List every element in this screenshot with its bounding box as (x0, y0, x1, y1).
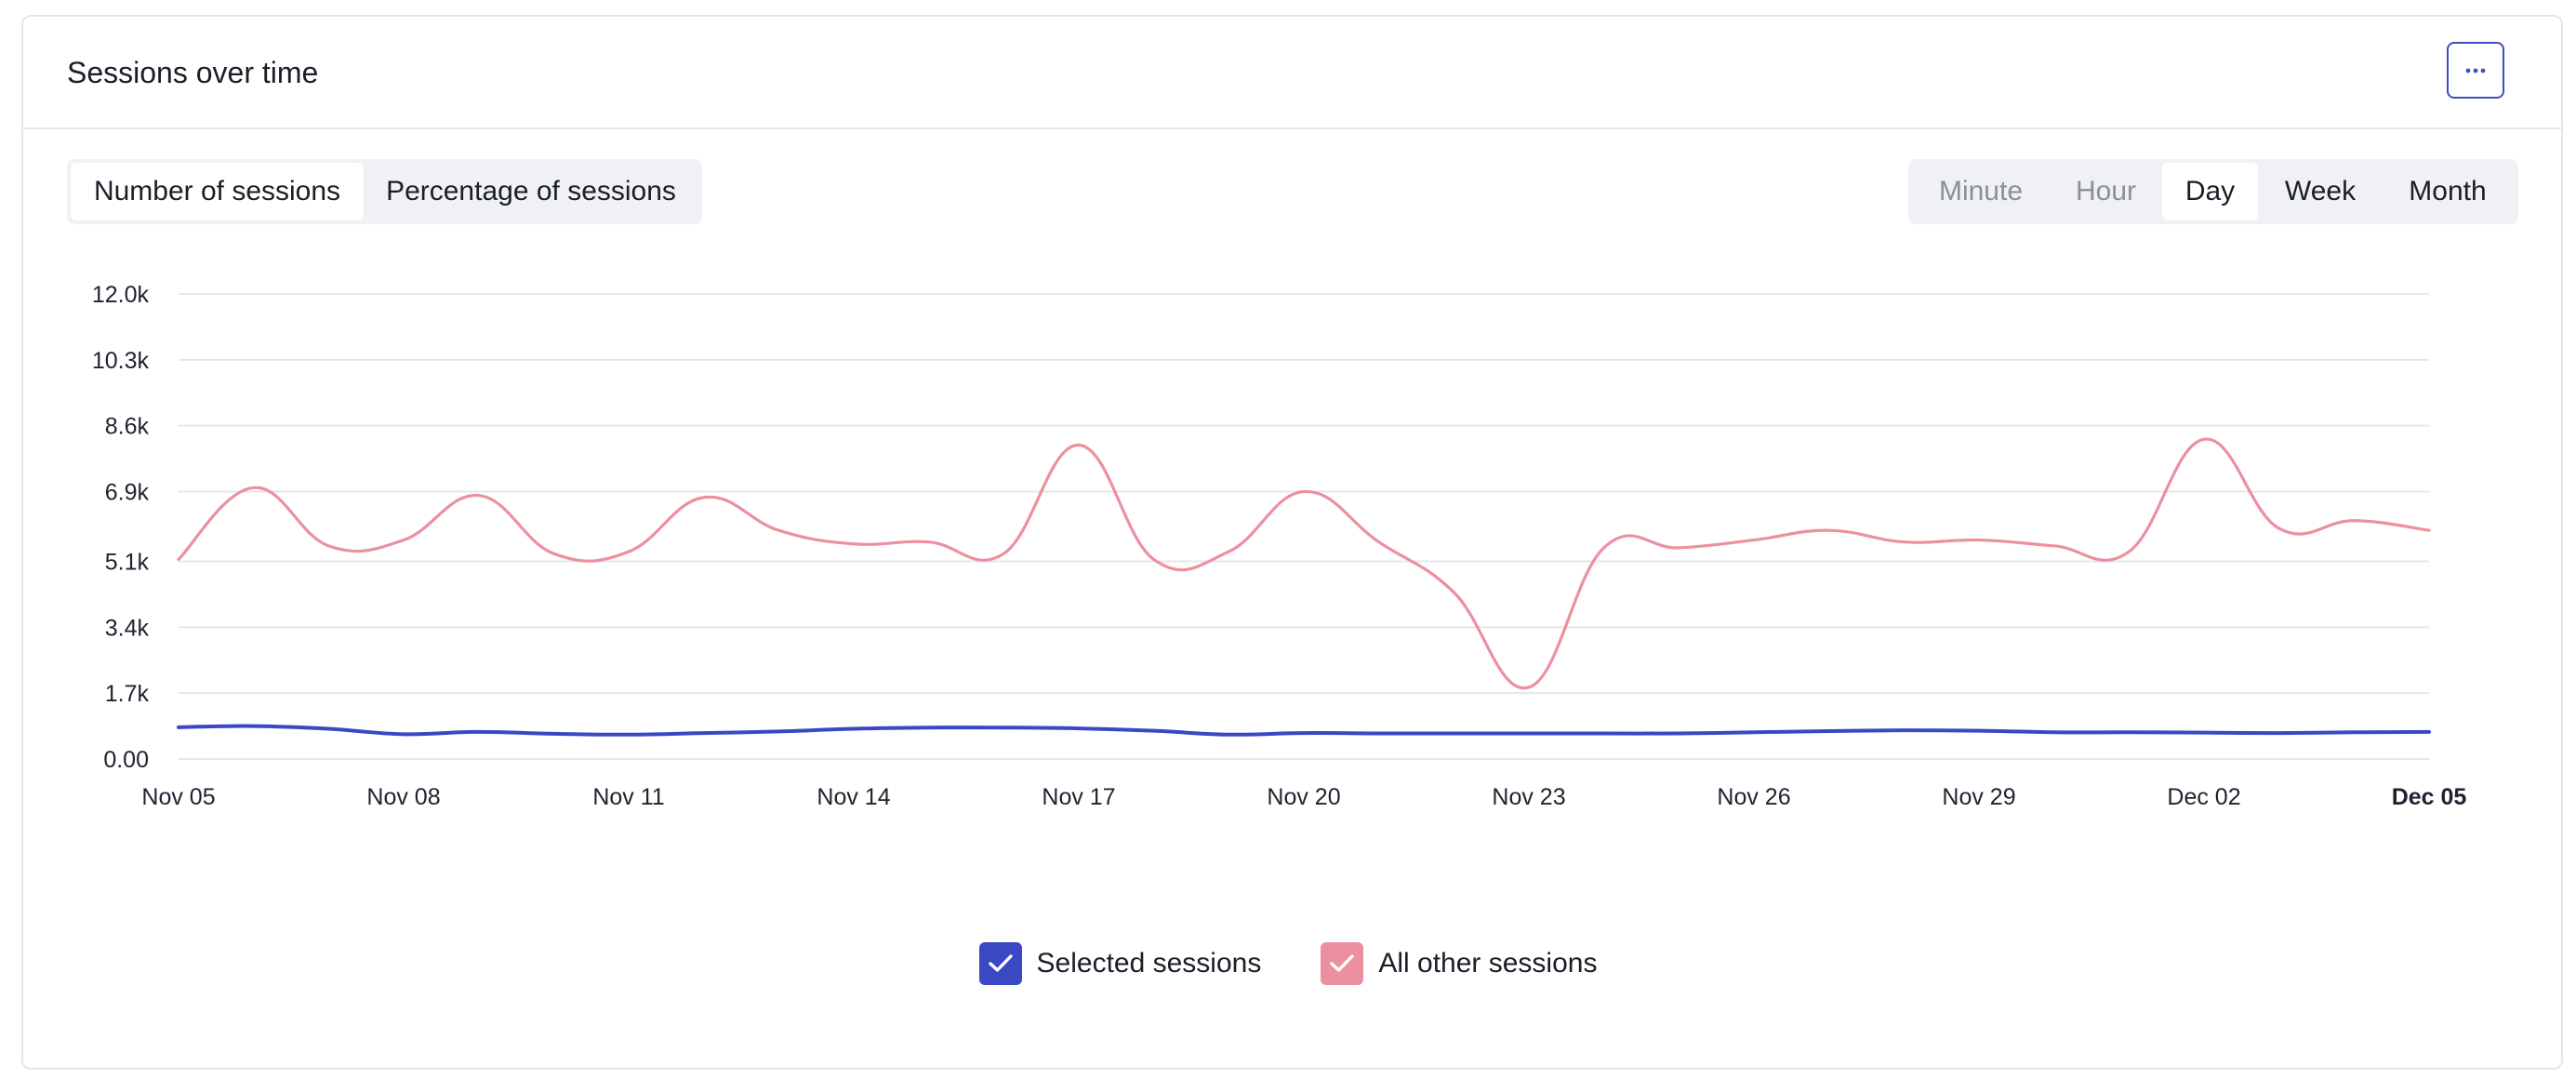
y-tick-label: 0.00 (103, 747, 149, 773)
x-tick-label: Nov 08 (366, 784, 440, 810)
series-line-all-other-sessions (177, 437, 2431, 690)
card-title: Sessions over time (67, 56, 319, 89)
y-tick-label: 1.7k (105, 681, 150, 707)
more-options-button[interactable] (2447, 42, 2504, 99)
y-tick-label: 3.4k (105, 615, 150, 641)
x-tick-label: Nov 17 (1042, 784, 1115, 810)
tab-percentage-of-sessions[interactable]: Percentage of sessions (386, 176, 676, 206)
granularity-hour[interactable]: Hour (2075, 176, 2137, 206)
y-tick-label: 6.9k (105, 480, 150, 506)
chart-legend: Selected sessions All other sessions (0, 942, 2576, 985)
legend-label-selected-sessions: Selected sessions (1036, 948, 1262, 979)
checkbox-selected-sessions[interactable] (978, 942, 1022, 985)
checkmark-icon (988, 954, 1013, 972)
card-header: Sessions over time (23, 17, 2561, 129)
granularity-toggle: Minute Hour Day Week Month (1908, 159, 2518, 224)
x-tick-label: Nov 26 (1717, 784, 1790, 810)
metric-toggle: Number of sessions Percentage of session… (67, 159, 702, 224)
series-line-selected-sessions (177, 724, 2431, 737)
checkbox-all-other-sessions[interactable] (1321, 942, 1364, 985)
y-tick-label: 12.0k (92, 282, 150, 308)
y-tick-label: 10.3k (92, 348, 150, 374)
granularity-week[interactable]: Week (2284, 176, 2357, 206)
x-tick-label: Nov 14 (817, 784, 890, 810)
x-tick-label: Nov 05 (141, 784, 215, 810)
y-tick-label: 5.1k (105, 550, 150, 576)
legend-label-all-other-sessions: All other sessions (1378, 948, 1598, 979)
x-tick-label: Dec 02 (2167, 784, 2240, 810)
x-tick-label: Nov 29 (1942, 784, 2015, 810)
legend-item-all-other-sessions[interactable]: All other sessions (1321, 942, 1597, 985)
granularity-minute[interactable]: Minute (1938, 176, 2024, 206)
granularity-month[interactable]: Month (2409, 176, 2487, 206)
legend-item-selected-sessions[interactable]: Selected sessions (978, 942, 1262, 985)
x-tick-label: Nov 11 (592, 784, 664, 810)
x-tick-label: Dec 05 (2392, 784, 2467, 810)
x-tick-label: Nov 23 (1492, 784, 1565, 810)
tab-number-of-sessions[interactable]: Number of sessions (71, 163, 364, 220)
y-tick-label: 8.6k (105, 414, 150, 440)
granularity-day[interactable]: Day (2162, 163, 2258, 220)
x-tick-label: Nov 20 (1267, 784, 1340, 810)
ellipsis-icon (2465, 68, 2486, 73)
checkmark-icon (1330, 954, 1355, 972)
